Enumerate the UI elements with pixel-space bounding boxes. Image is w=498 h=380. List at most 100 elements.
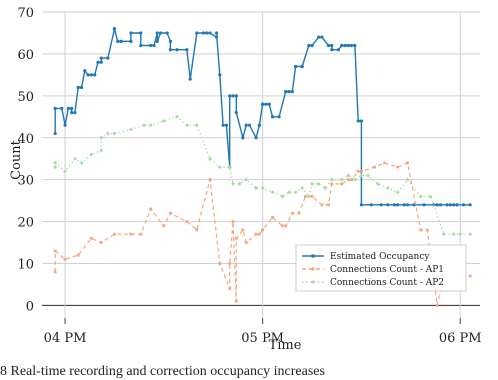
data-point (287, 90, 291, 94)
data-point (290, 90, 294, 94)
data-point (119, 39, 123, 43)
data-point (188, 77, 192, 81)
data-point (385, 186, 390, 191)
data-point (205, 31, 209, 35)
data-point (340, 43, 344, 48)
data-point (227, 165, 232, 170)
data-point (195, 228, 199, 232)
data-point (89, 152, 94, 157)
data-point (261, 102, 265, 106)
y-tick-label: 20 (17, 216, 34, 231)
data-point (317, 35, 321, 39)
data-point (458, 232, 463, 237)
data-point (359, 173, 364, 178)
data-point (53, 165, 58, 170)
data-point (277, 115, 281, 119)
legend-label: Estimated Occupancy (330, 252, 430, 262)
data-point (129, 232, 133, 236)
data-point (326, 43, 331, 48)
data-point (106, 56, 110, 60)
data-point (448, 203, 452, 207)
data-point (149, 43, 153, 48)
data-point (128, 127, 133, 132)
data-point (142, 123, 147, 128)
y-tick-label: 0 (26, 299, 34, 314)
figure-caption: 8 Real-time recording and correction occ… (0, 364, 325, 379)
data-point (310, 181, 315, 186)
data-point (452, 203, 456, 207)
y-tick-label: 40 (17, 132, 34, 147)
data-point (349, 43, 354, 48)
data-point (208, 178, 212, 182)
data-point (360, 169, 363, 173)
data-point (330, 182, 334, 186)
data-point (99, 56, 103, 60)
data-point (422, 203, 426, 207)
data-point (194, 123, 199, 128)
legend-marker (311, 280, 315, 284)
data-point (169, 211, 172, 215)
data-point (66, 106, 70, 111)
data-point (461, 203, 466, 207)
legend-box (295, 244, 467, 292)
data-point (63, 123, 67, 127)
y-axis-title: Count (9, 139, 24, 180)
data-point (228, 262, 232, 265)
data-point (375, 181, 380, 186)
data-point (158, 31, 163, 35)
data-point (310, 195, 314, 198)
data-point (99, 148, 104, 153)
data-point (455, 203, 459, 207)
data-point (270, 115, 275, 119)
data-point (53, 249, 57, 253)
data-point (79, 85, 84, 90)
data-point (284, 90, 288, 94)
data-point (257, 123, 261, 127)
data-point (214, 31, 219, 35)
data-point (267, 102, 271, 106)
data-point (83, 69, 87, 73)
data-point (228, 94, 232, 98)
data-point (195, 31, 199, 35)
data-point (330, 43, 334, 48)
data-point (281, 224, 284, 228)
data-point (73, 111, 77, 115)
data-point (346, 173, 351, 178)
data-point (99, 135, 104, 140)
data-point (320, 35, 324, 39)
data-point (224, 123, 229, 127)
data-point (379, 203, 383, 207)
data-point (405, 177, 410, 182)
series-1 (53, 27, 472, 207)
data-point (425, 228, 429, 232)
data-point (244, 241, 248, 244)
data-point (260, 186, 265, 191)
data-point (297, 211, 301, 215)
data-point (306, 194, 311, 199)
data-point (264, 102, 268, 106)
legend-label: Connections Count - AP2 (330, 278, 444, 288)
data-point (468, 203, 472, 207)
data-point (286, 190, 291, 195)
data-point (300, 64, 304, 69)
data-point (234, 94, 238, 98)
data-point (247, 123, 252, 127)
x-axis-title: Time (269, 338, 302, 353)
data-point (72, 156, 77, 161)
data-point (185, 220, 189, 223)
data-point (369, 203, 373, 207)
y-tick-label: 30 (17, 174, 34, 189)
legend-label: Connections Count - AP1 (330, 265, 444, 275)
data-point (217, 165, 222, 170)
data-point (359, 203, 364, 207)
data-point (353, 43, 357, 48)
data-point (99, 60, 103, 64)
data-point (330, 48, 334, 52)
data-point (162, 224, 166, 228)
data-point (412, 203, 416, 207)
data-point (244, 123, 248, 127)
data-point (445, 203, 449, 207)
data-point (89, 236, 93, 240)
data-point (438, 203, 443, 207)
data-point (165, 31, 169, 35)
